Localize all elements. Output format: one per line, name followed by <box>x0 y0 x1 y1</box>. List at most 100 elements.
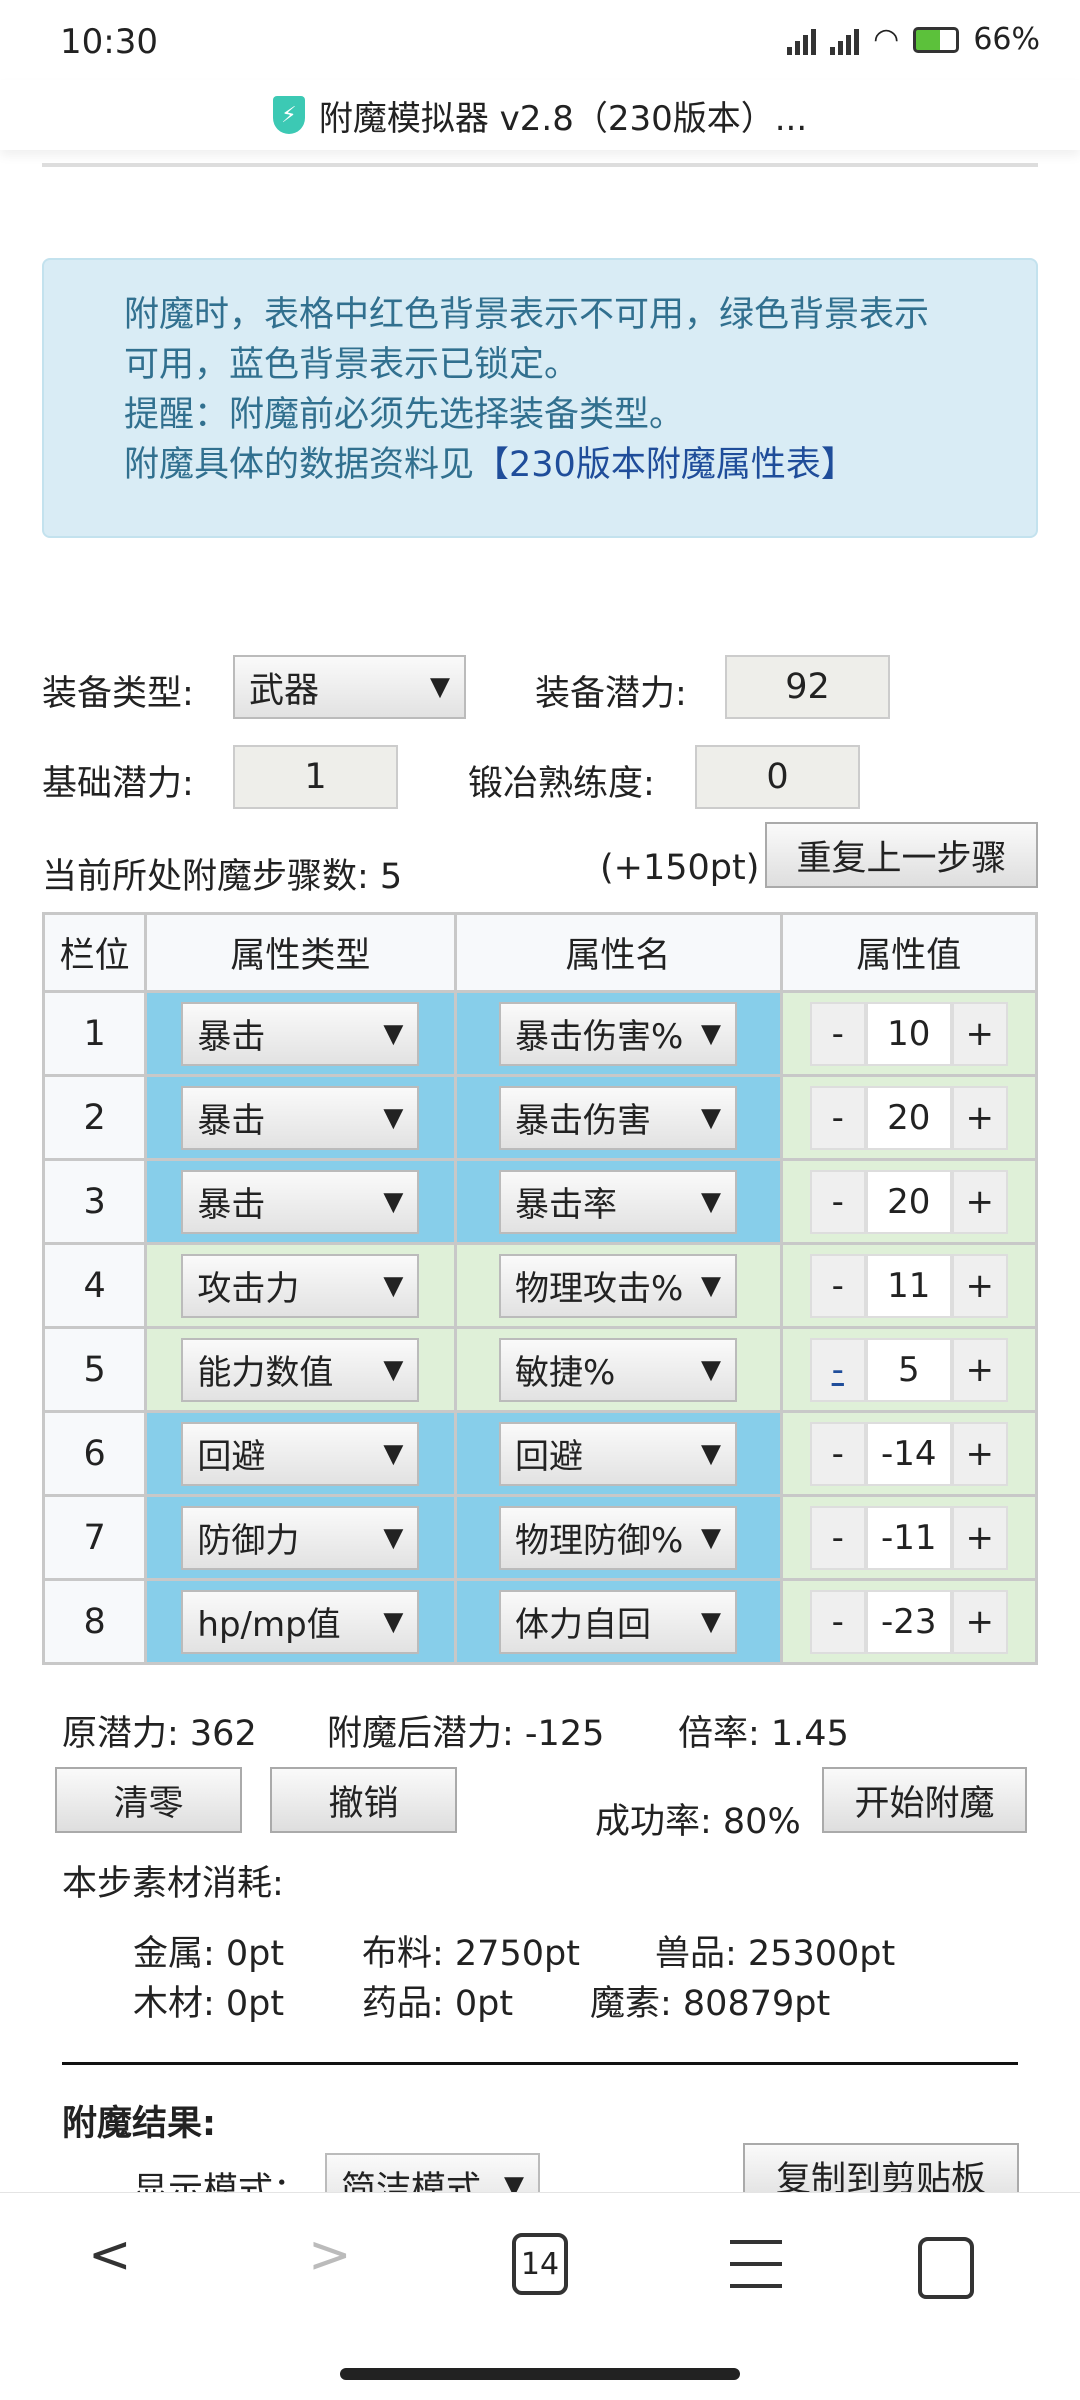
selected-value: 武器 <box>249 670 320 711</box>
attribute-name-select[interactable]: 暴击伤害 ▼ <box>499 1085 738 1150</box>
value-input[interactable]: 11 <box>865 1253 952 1318</box>
cost-cloth: 布料: 2750pt <box>362 1934 580 1974</box>
value-input[interactable]: 20 <box>865 1169 952 1234</box>
equip-type-select[interactable]: 武器 ▼ <box>233 655 466 719</box>
signal-icon <box>787 25 817 55</box>
value-stepper: - -14 + <box>783 1421 1035 1486</box>
equip-potential-field[interactable]: 92 <box>725 655 890 719</box>
smith-field[interactable]: 0 <box>695 745 860 809</box>
value-input[interactable]: 20 <box>865 1085 952 1150</box>
attribute-table-link[interactable]: 【230版本附魔属性表】 <box>474 445 856 485</box>
dropdown-arrow-icon: ▼ <box>701 1438 722 1469</box>
increment-button[interactable]: + <box>951 1001 1008 1066</box>
attribute-name-select[interactable]: 暴击伤害% ▼ <box>499 1001 738 1066</box>
decrement-button[interactable]: - <box>809 1085 866 1150</box>
attribute-type-select[interactable]: 能力数值 ▼ <box>181 1337 420 1402</box>
info-alert: 附魔时，表格中红色背景表示不可用，绿色背景表示可用，蓝色背景表示已锁定。 提醒：… <box>42 258 1038 538</box>
increment-button[interactable]: + <box>951 1253 1008 1318</box>
info-line: 附魔具体的数据资料见 <box>124 445 475 485</box>
cost-label: 本步素材消耗: <box>62 1864 284 1904</box>
clock: 10:30 <box>60 22 158 62</box>
selected-value: 暴击率 <box>515 1185 618 1225</box>
decrement-button[interactable]: - <box>809 1421 866 1486</box>
success-rate: 成功率: 80% <box>595 1802 801 1842</box>
value-input[interactable]: -23 <box>865 1589 952 1654</box>
equip-potential-label: 装备潜力: <box>535 674 687 714</box>
enchant-table: 栏位 属性类型 属性名 属性值 1 暴击 ▼ 暴击伤害% ▼ -10 +2 暴击 ▼ 暴… <box>41 912 1039 1665</box>
repeat-step-button[interactable]: 重复上一步骤 <box>765 822 1038 888</box>
increment-button[interactable]: + <box>951 1505 1008 1570</box>
header-name: 属性名 <box>453 912 783 993</box>
value-cell: -11 + <box>779 1242 1039 1329</box>
value-input[interactable]: -14 <box>865 1421 952 1486</box>
start-enchant-button[interactable]: 开始附魔 <box>822 1767 1027 1833</box>
signal-icon <box>830 25 860 55</box>
type-cell: 防御力 ▼ <box>144 1494 457 1581</box>
slot-number: 5 <box>41 1326 148 1413</box>
selected-value: 物理攻击% <box>515 1269 684 1309</box>
attribute-name-select[interactable]: 回避 ▼ <box>499 1421 738 1486</box>
attribute-name-select[interactable]: 体力自回 ▼ <box>499 1589 738 1654</box>
value-cell: -10 + <box>779 990 1039 1077</box>
decrement-button[interactable]: - <box>809 1589 866 1654</box>
decrement-button[interactable]: - <box>809 1505 866 1570</box>
tabs-button[interactable]: 14 <box>512 2233 568 2295</box>
home-icon[interactable] <box>918 2237 974 2299</box>
selected-value: 暴击 <box>197 1185 266 1225</box>
increment-button[interactable]: + <box>951 1589 1008 1654</box>
base-potential-field[interactable]: 1 <box>233 745 398 809</box>
decrement-button[interactable]: - <box>809 1169 866 1234</box>
dropdown-arrow-icon: ▼ <box>383 1270 404 1301</box>
selected-value: 体力自回 <box>515 1605 652 1645</box>
attribute-name-select[interactable]: 物理攻击% ▼ <box>499 1253 738 1318</box>
menu-icon[interactable] <box>730 2240 782 2288</box>
attribute-name-select[interactable]: 暴击率 ▼ <box>499 1169 738 1234</box>
selected-value: 敏捷% <box>515 1353 616 1393</box>
gesture-bar[interactable] <box>340 2368 740 2380</box>
undo-button[interactable]: 撤销 <box>270 1767 457 1833</box>
increment-button[interactable]: + <box>951 1421 1008 1486</box>
attribute-type-select[interactable]: 暴击 ▼ <box>181 1001 420 1066</box>
value-input[interactable]: 10 <box>865 1001 952 1066</box>
attribute-type-select[interactable]: 回避 ▼ <box>181 1421 420 1486</box>
increment-button[interactable]: + <box>951 1085 1008 1150</box>
type-cell: 暴击 ▼ <box>144 1074 457 1161</box>
attribute-name-select[interactable]: 物理防御% ▼ <box>499 1505 738 1570</box>
attribute-type-select[interactable]: 暴击 ▼ <box>181 1169 420 1234</box>
clear-button[interactable]: 清零 <box>55 1767 242 1833</box>
selected-value: hp/mp值 <box>197 1605 341 1645</box>
increment-button[interactable]: + <box>951 1169 1008 1234</box>
back-icon[interactable]: < <box>88 2225 132 2285</box>
forward-icon[interactable]: > <box>308 2225 352 2285</box>
selected-value: 能力数值 <box>197 1353 334 1393</box>
page-title: 附魔模拟器 v2.8（230版本）... <box>318 98 808 139</box>
table-row: 7 防御力 ▼ 物理防御% ▼ - -11 + <box>41 1494 1039 1581</box>
selected-value: 回避 <box>197 1437 266 1477</box>
value-input[interactable]: 5 <box>865 1337 952 1402</box>
selected-value: 暴击 <box>197 1101 266 1141</box>
step-bonus: (+150pt) <box>600 848 760 888</box>
value-stepper: -10 + <box>783 1001 1035 1066</box>
attribute-name-select[interactable]: 敏捷% ▼ <box>499 1337 738 1402</box>
browser-title-bar[interactable]: ⚡ 附魔模拟器 v2.8（230版本）... <box>0 80 1080 150</box>
decrement-button[interactable]: - <box>809 1253 866 1318</box>
status-icons: ◠ 66% <box>787 22 1040 57</box>
attribute-type-select[interactable]: 攻击力 ▼ <box>181 1253 420 1318</box>
selected-value: 暴击伤害 <box>515 1101 652 1141</box>
type-cell: 能力数值 ▼ <box>144 1326 457 1413</box>
decrement-button[interactable]: - <box>809 1337 866 1402</box>
selected-value: 防御力 <box>197 1521 300 1561</box>
type-cell: 暴击 ▼ <box>144 1158 457 1245</box>
attribute-type-select[interactable]: hp/mp值 ▼ <box>181 1589 420 1654</box>
attribute-type-select[interactable]: 防御力 ▼ <box>181 1505 420 1570</box>
table-row: 8 hp/mp值 ▼ 体力自回 ▼ - -23 + <box>41 1578 1039 1665</box>
header-type: 属性类型 <box>144 912 457 993</box>
step-count: 当前所处附魔步骤数: 5 <box>42 857 403 897</box>
increment-button[interactable]: + <box>951 1337 1008 1402</box>
value-stepper: -5 + <box>783 1337 1035 1402</box>
value-input[interactable]: -11 <box>865 1505 952 1570</box>
dropdown-arrow-icon: ▼ <box>701 1102 722 1133</box>
decrement-button[interactable]: - <box>809 1001 866 1066</box>
attribute-type-select[interactable]: 暴击 ▼ <box>181 1085 420 1150</box>
type-cell: 攻击力 ▼ <box>144 1242 457 1329</box>
